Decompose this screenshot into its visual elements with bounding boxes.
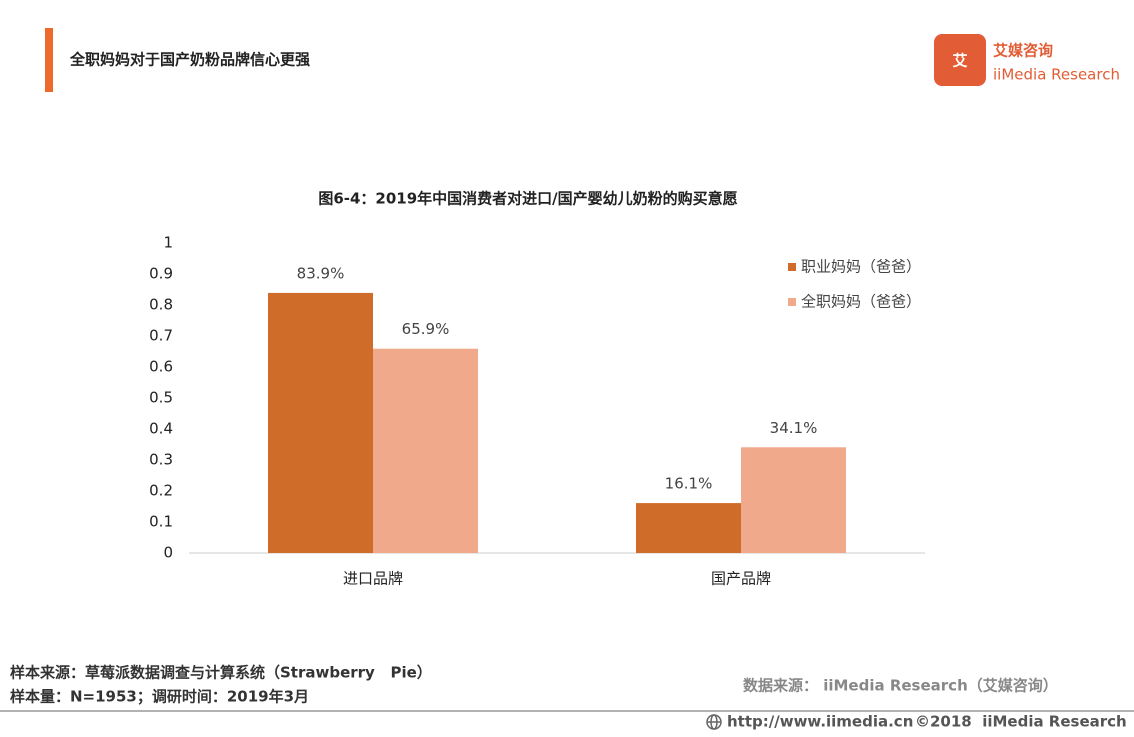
y-tick-label: 0.5 — [149, 389, 173, 407]
y-tick-label: 1 — [163, 234, 173, 252]
y-tick-label: 0.1 — [149, 513, 173, 531]
y-tick-label: 0.4 — [149, 420, 173, 438]
bar — [741, 447, 846, 553]
logo-box — [934, 34, 986, 86]
y-tick-label: 0.6 — [149, 358, 173, 376]
legend-label: 全职妈妈（爸爸） — [801, 293, 921, 311]
logo-sub: iiMedia Research — [993, 66, 1120, 84]
value-label: 34.1% — [770, 419, 818, 437]
chart-title: 图6-4：2019年中国消费者对进口/国产婴幼儿奶粉的购买意愿 — [318, 190, 737, 208]
y-tick-label: 0.7 — [149, 327, 173, 345]
y-tick-label: 0.3 — [149, 451, 173, 469]
legend-swatch — [788, 263, 796, 271]
logo-mark: 艾 — [952, 52, 967, 70]
y-tick-label: 0.8 — [149, 296, 173, 314]
legend-label: 职业妈妈（爸爸） — [801, 258, 921, 276]
value-label: 83.9% — [297, 264, 345, 282]
data-source: 数据来源： iiMedia Research（艾媒咨询） — [743, 677, 1058, 695]
y-tick-label: 0.9 — [149, 265, 173, 283]
value-label: 65.9% — [402, 320, 450, 338]
plot: 0 0.1 0.2 0.3 0.4 0.5 0.6 0.7 0.8 0.9 1 进口品牌 83.9% 65… — [149, 234, 925, 588]
page-title: 全职妈妈对于国产奶粉品牌信心更强 — [69, 51, 310, 69]
bar — [636, 503, 741, 553]
sample-size: 样本量：N=1953；调研时间：2019年3月 — [10, 688, 309, 706]
globe-icon — [706, 714, 722, 730]
y-tick-label: 0 — [163, 544, 173, 562]
footer-url[interactable]: http://www.iimedia.cn — [727, 713, 913, 731]
sample-source: 样本来源：草莓派数据调查与计算系统（Strawberry Pie） — [10, 664, 432, 682]
value-label: 16.1% — [665, 475, 713, 493]
y-tick-label: 0.2 — [149, 482, 173, 500]
bar — [268, 292, 373, 553]
bar — [373, 348, 478, 553]
footer-copyright: ©2018 iiMedia Research Inc — [915, 713, 1134, 731]
title-accent — [45, 28, 53, 92]
x-tick-label: 国产品牌 — [711, 570, 771, 588]
x-tick-label: 进口品牌 — [343, 570, 403, 588]
legend-swatch — [788, 298, 796, 306]
logo-name: 艾媒咨询 — [993, 42, 1053, 60]
